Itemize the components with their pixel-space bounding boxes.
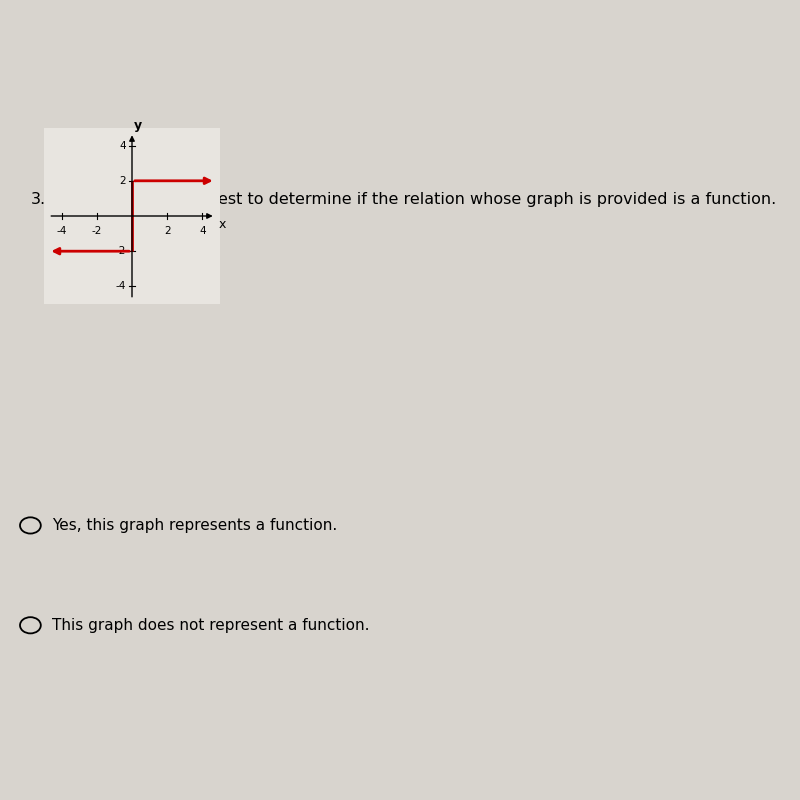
Text: -2: -2 <box>115 246 126 256</box>
Text: Yes, this graph represents a function.: Yes, this graph represents a function. <box>52 518 338 533</box>
Text: 2: 2 <box>164 226 170 236</box>
Text: -2: -2 <box>92 226 102 236</box>
Text: -4: -4 <box>57 226 66 236</box>
Text: y: y <box>134 119 142 132</box>
Text: This graph does not represent a function.: This graph does not represent a function… <box>52 618 370 633</box>
Text: -4: -4 <box>115 282 126 291</box>
Text: 4: 4 <box>119 141 126 150</box>
Text: Use the vertical line test to determine if the relation whose graph is provided : Use the vertical line test to determine … <box>46 192 777 206</box>
Text: 2: 2 <box>119 176 126 186</box>
Text: 4: 4 <box>199 226 206 236</box>
Text: 3.: 3. <box>30 192 46 206</box>
Text: x: x <box>218 218 226 231</box>
